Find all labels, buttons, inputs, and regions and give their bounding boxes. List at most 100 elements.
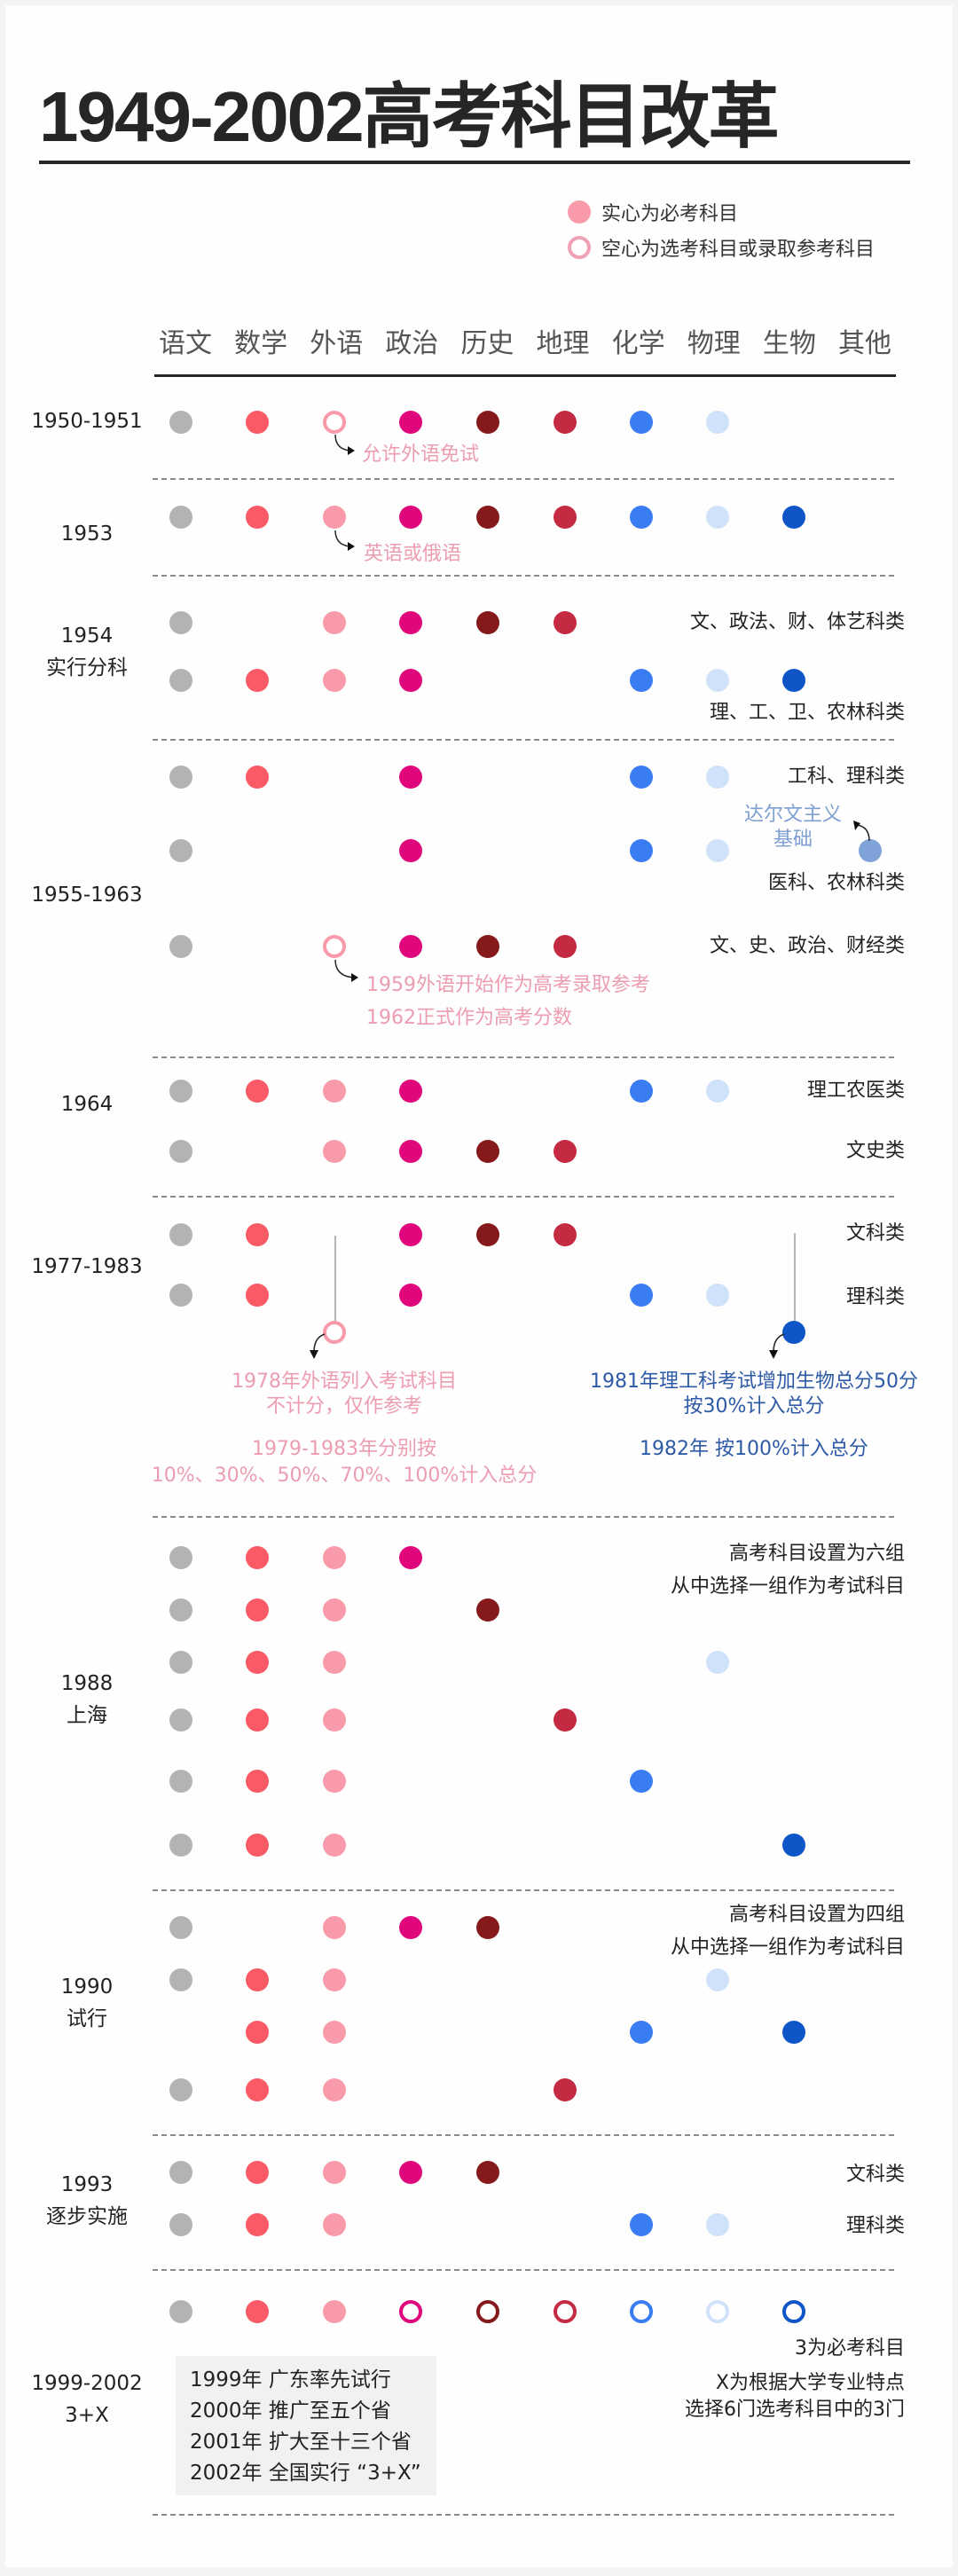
geography-solid-dot-icon: [554, 411, 577, 434]
biology-solid-dot-icon: [782, 1321, 805, 1344]
period-year: 1990: [60, 1975, 114, 1999]
note-1990-line2: 从中选择一组作为考试科目: [670, 1936, 905, 1959]
chemistry-solid-dot-icon: [630, 2213, 653, 2236]
note-1990-line1: 高考科目设置为四组: [728, 1904, 905, 1926]
period-year: 1955-1963: [31, 884, 143, 907]
politics-solid-dot-icon: [399, 935, 422, 958]
curved-arrow-icon: [769, 1333, 785, 1359]
math-solid-dot-icon: [246, 1834, 269, 1857]
category-label: 理科类: [845, 2215, 905, 2237]
dashed-divider: [153, 1516, 894, 1518]
politics-solid-dot-icon: [399, 1916, 422, 1939]
period-year: 1953: [60, 522, 114, 546]
chemistry-solid-dot-icon: [630, 1770, 653, 1793]
period-subtitle: 3+X: [65, 2404, 109, 2427]
chinese-solid-dot-icon: [169, 411, 192, 434]
chemistry-solid-dot-icon: [630, 669, 653, 692]
biology-solid-dot-icon: [782, 2021, 805, 2044]
period-year: 1988: [60, 1672, 114, 1695]
politics-solid-dot-icon: [399, 766, 422, 789]
physics-solid-dot-icon: [706, 766, 729, 789]
physics-hollow-dot-icon: [706, 2300, 729, 2323]
other-solid-dot-icon: [859, 839, 882, 862]
period-year: 1954: [60, 624, 114, 648]
history-hollow-dot-icon: [476, 2300, 499, 2323]
note-1978-line1: 1978年外语列入考试科目: [232, 1370, 457, 1393]
foreign-language-hollow-dot-icon: [323, 411, 346, 434]
math-solid-dot-icon: [246, 2021, 269, 2044]
politics-solid-dot-icon: [399, 1546, 422, 1569]
math-solid-dot-icon: [246, 669, 269, 692]
math-solid-dot-icon: [246, 1598, 269, 1622]
period-label: 1950-1951: [0, 405, 174, 437]
header-foreign-language: 外语: [310, 328, 364, 359]
history-solid-dot-icon: [476, 1140, 499, 1163]
dashed-divider: [153, 1889, 894, 1891]
math-solid-dot-icon: [246, 2161, 269, 2184]
politics-solid-dot-icon: [399, 1140, 422, 1163]
geography-solid-dot-icon: [554, 2078, 577, 2101]
math-solid-dot-icon: [246, 506, 269, 529]
foreign-language-solid-dot-icon: [323, 1916, 346, 1939]
solid-dot-icon: [568, 200, 591, 224]
politics-solid-dot-icon: [399, 2161, 422, 2184]
category-label: 文、史、政治、财经类: [709, 935, 905, 957]
header-chinese: 语文: [159, 328, 212, 359]
legend-solid-label: 实心为必考科目: [601, 203, 739, 225]
chinese-solid-dot-icon: [169, 506, 192, 529]
chinese-solid-dot-icon: [169, 839, 192, 862]
note-1981-line1: 1981年理工科考试增加生物总分50分: [590, 1370, 918, 1393]
period-year: 1977-1983: [31, 1255, 143, 1278]
legend-hollow-label: 空心为选考科目或录取参考科目: [601, 239, 876, 261]
dashed-divider: [153, 2134, 894, 2136]
chemistry-solid-dot-icon: [630, 839, 653, 862]
politics-solid-dot-icon: [399, 839, 422, 862]
category-label: 工科、理科类: [787, 766, 905, 788]
geography-solid-dot-icon: [554, 1223, 577, 1246]
rollout-timeline-box: 1999年 广东率先试行 2000年 推广至五个省 2001年 扩大至十三个省 …: [176, 2356, 436, 2495]
chinese-solid-dot-icon: [169, 1080, 192, 1103]
hollow-dot-icon: [568, 236, 591, 259]
math-solid-dot-icon: [246, 2300, 269, 2323]
foreign-language-hollow-dot-icon: [323, 1321, 346, 1344]
math-solid-dot-icon: [246, 1546, 269, 1569]
physics-solid-dot-icon: [706, 1080, 729, 1103]
history-solid-dot-icon: [476, 611, 499, 634]
curved-arrow-icon: [310, 1333, 326, 1359]
history-solid-dot-icon: [476, 2161, 499, 2184]
physics-solid-dot-icon: [706, 411, 729, 434]
note-3x-line2: X为根据大学专业特点: [715, 2372, 905, 2394]
physics-solid-dot-icon: [706, 1651, 729, 1674]
physics-solid-dot-icon: [706, 669, 729, 692]
rollout-1999: 1999年 广东率先试行: [190, 2368, 391, 2391]
period-year: 1950-1951: [31, 410, 143, 433]
note-1978-line2: 不计分，仅作参考: [265, 1395, 422, 1418]
category-label: 文科类: [845, 1222, 905, 1245]
legend-hollow: 空心为选考科目或录取参考科目: [568, 234, 875, 261]
curved-arrow-icon: [334, 959, 358, 982]
rollout-2002: 2002年 全国实行 “3+X”: [190, 2462, 421, 2485]
math-solid-dot-icon: [246, 1770, 269, 1793]
note-1979-line1: 1979-1983年分别按: [252, 1438, 436, 1460]
math-solid-dot-icon: [246, 2213, 269, 2236]
math-solid-dot-icon: [246, 2078, 269, 2101]
math-solid-dot-icon: [246, 1968, 269, 1991]
foreign-language-solid-dot-icon: [323, 669, 346, 692]
foreign-language-solid-dot-icon: [323, 1651, 346, 1674]
period-subtitle: 试行: [67, 2007, 107, 2030]
politics-solid-dot-icon: [399, 1284, 422, 1307]
geography-hollow-dot-icon: [554, 2300, 577, 2323]
chinese-solid-dot-icon: [169, 2300, 192, 2323]
dashed-divider: [153, 478, 894, 480]
foreign-language-solid-dot-icon: [323, 2021, 346, 2044]
foreign-language-solid-dot-icon: [323, 1834, 346, 1857]
period-year: 1999-2002: [31, 2372, 143, 2395]
note-1979-line2: 10%、30%、50%、70%、100%计入总分: [151, 1465, 538, 1487]
chemistry-solid-dot-icon: [630, 1284, 653, 1307]
chemistry-solid-dot-icon: [630, 766, 653, 789]
history-solid-dot-icon: [476, 1598, 499, 1622]
period-label: 1977-1983: [0, 1251, 174, 1283]
foreign-language-solid-dot-icon: [323, 1770, 346, 1793]
note-1959: 1959外语开始作为高考录取参考: [366, 974, 650, 996]
category-label: 医科、农林科类: [767, 872, 905, 894]
